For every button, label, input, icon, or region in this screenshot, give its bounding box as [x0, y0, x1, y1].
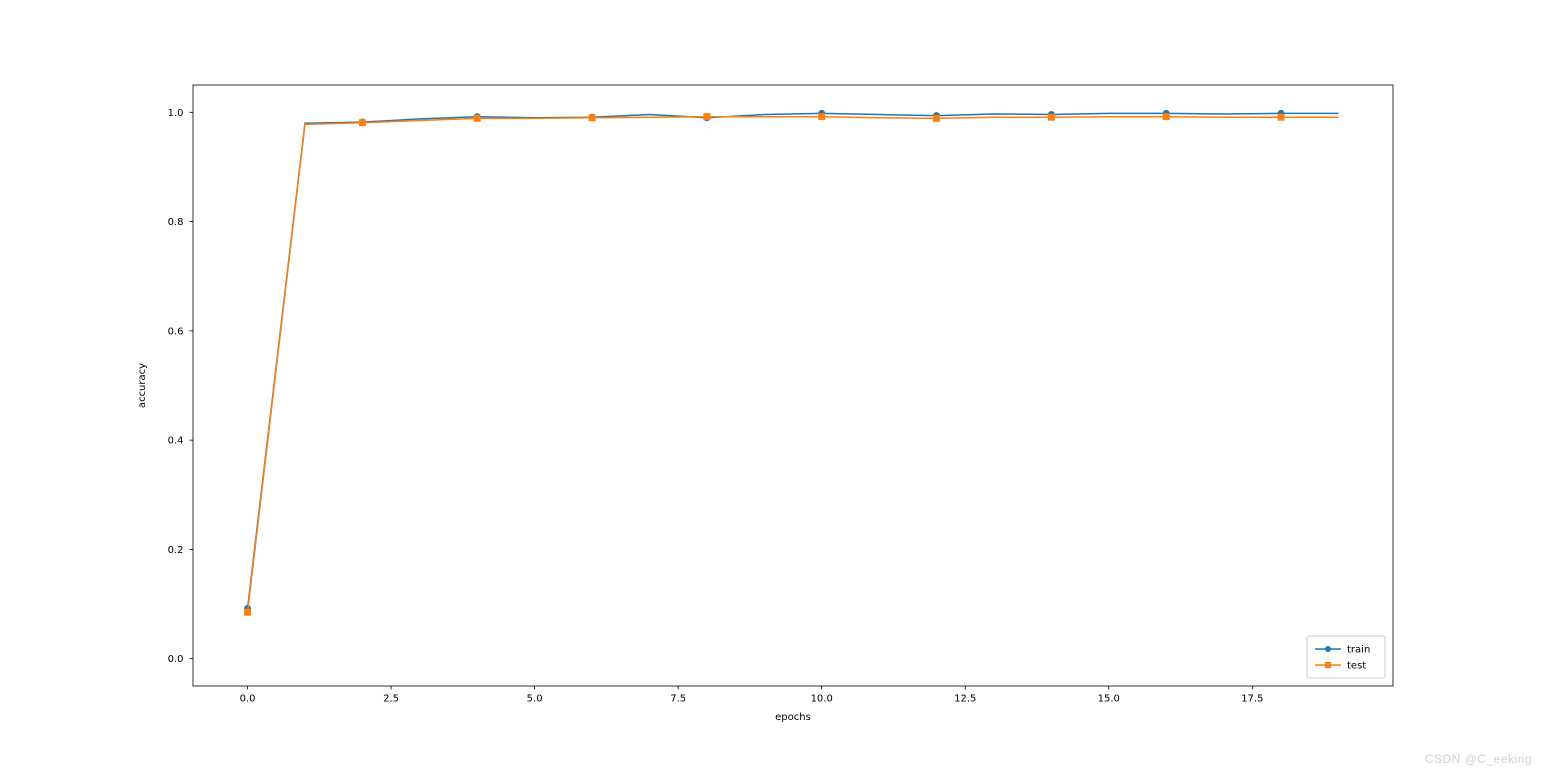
x-tick-label: 10.0 — [811, 694, 833, 705]
x-tick-label: 15.0 — [1098, 694, 1120, 705]
marker-test — [245, 609, 251, 615]
y-tick-label: 0.2 — [168, 545, 184, 556]
x-tick-label: 17.5 — [1241, 694, 1263, 705]
marker-test — [819, 114, 825, 120]
legend-marker-train — [1325, 646, 1331, 652]
legend-box — [1307, 636, 1385, 678]
marker-test — [704, 114, 710, 120]
plot-spines — [193, 85, 1393, 686]
y-tick-label: 0.0 — [168, 654, 184, 665]
marker-test — [1048, 114, 1054, 120]
marker-test — [1163, 114, 1169, 120]
watermark: CSDN @C_eeking — [1425, 752, 1532, 766]
x-tick-label: 12.5 — [954, 694, 976, 705]
marker-test — [1278, 114, 1284, 120]
y-tick-label: 0.6 — [168, 326, 184, 337]
series-line-train — [248, 113, 1339, 608]
legend-label-train: train — [1347, 645, 1370, 656]
chart-container: 0.0 2.5 5.0 7.5 10.0 12.5 15.0 17.5 0.0 0.2 0.4 0.6… — [0, 0, 1548, 772]
x-tick-label: 7.5 — [670, 694, 686, 705]
y-tick-label: 0.8 — [168, 217, 184, 228]
y-tick-label: 1.0 — [168, 108, 184, 119]
legend-marker-test — [1325, 662, 1331, 668]
marker-test — [474, 115, 480, 121]
legend-label-test: test — [1347, 661, 1366, 672]
accuracy-chart: 0.0 2.5 5.0 7.5 10.0 12.5 15.0 17.5 0.0 0.2 0.4 0.6… — [0, 0, 1548, 772]
y-tick-label: 0.4 — [168, 436, 184, 447]
marker-test — [934, 115, 940, 121]
x-axis-label: epochs — [775, 712, 811, 723]
marker-test — [359, 120, 365, 126]
series-line-test — [248, 117, 1339, 613]
marker-test — [589, 115, 595, 121]
x-tick-label: 0.0 — [240, 694, 256, 705]
x-tick-label: 5.0 — [527, 694, 543, 705]
x-tick-label: 2.5 — [383, 694, 399, 705]
y-axis-label: accuracy — [137, 363, 148, 408]
